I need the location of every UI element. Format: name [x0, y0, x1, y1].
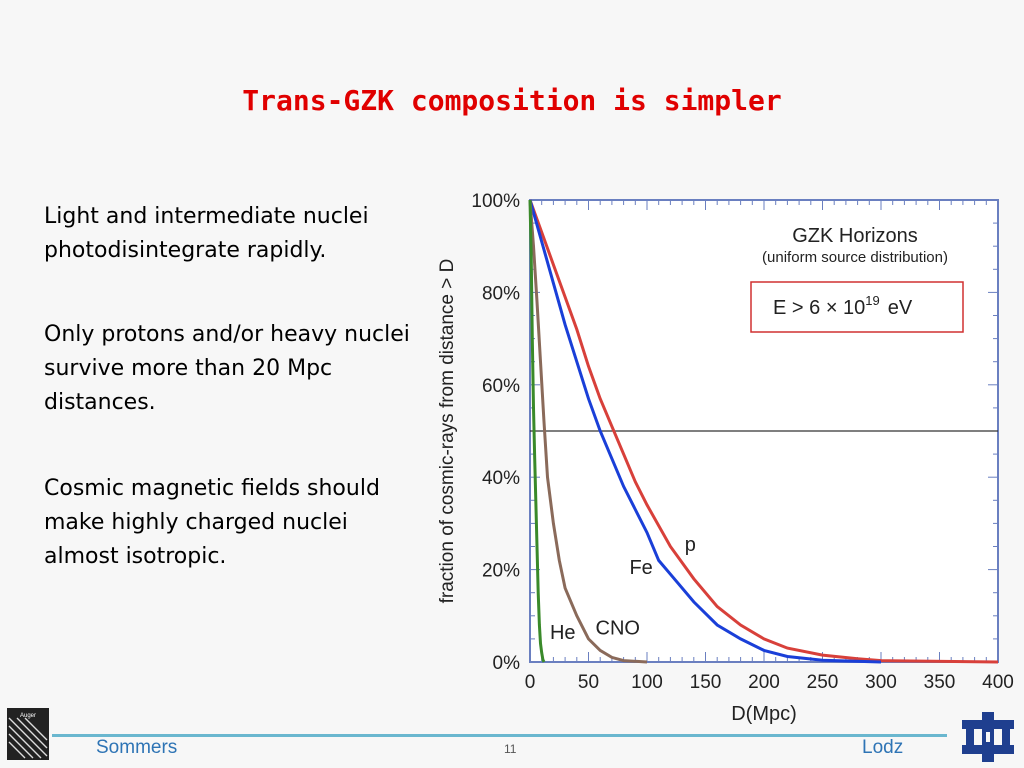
series-label-he: He — [550, 622, 576, 644]
x-tick-label: 200 — [748, 672, 780, 693]
x-tick-label: 150 — [690, 672, 722, 693]
bullet-3: Cosmic magnetic fields should make highl… — [44, 476, 380, 569]
bullet-1: Light and intermediate nuclei photodisin… — [44, 204, 369, 263]
x-tick-label: 350 — [924, 672, 956, 693]
energy-annotation-unit: eV — [888, 297, 913, 319]
energy-annotation-exponent: 19 — [865, 293, 879, 308]
bullet-list: Light and intermediate nuclei photodisin… — [44, 200, 414, 574]
y-tick-label: 100% — [471, 191, 520, 212]
y-tick-labels: 0% 20% 40% 60% 80% 100% — [471, 191, 520, 674]
x-tick-label: 250 — [807, 672, 839, 693]
energy-annotation-box — [750, 281, 964, 333]
gzk-horizons-chart: 0% 20% 40% 60% 80% 100% 0 50 100 150 200 250 300 350… — [437, 191, 1014, 725]
series-line-p — [528, 199, 999, 664]
bullet-2: Only protons and/or heavy nuclei survive… — [44, 322, 410, 415]
series-label-p: p — [685, 534, 696, 556]
series-line-fe — [528, 199, 882, 664]
x-tick-label: 400 — [982, 672, 1014, 693]
x-tick-label: 0 — [525, 672, 536, 693]
auger-logo: Auger — [7, 708, 49, 760]
auger-logo-text: Auger — [20, 713, 36, 719]
chart-title: GZK Horizons — [792, 225, 918, 247]
energy-annotation: E > 6 × 1019 eV — [773, 293, 913, 319]
series-labels: p Fe CNO He — [550, 534, 696, 644]
page-number: 11 — [504, 742, 517, 756]
fermilab-logo — [962, 712, 1014, 762]
y-tick-label: 80% — [482, 283, 520, 304]
energy-annotation-base: E > 6 × 10 — [773, 297, 865, 319]
y-tick-label: 20% — [482, 561, 520, 582]
y-tick-label: 60% — [482, 376, 520, 397]
footer-location: Lodz — [862, 737, 904, 758]
footer-divider — [52, 734, 947, 737]
series-label-fe: Fe — [629, 557, 652, 579]
y-tick-label: 0% — [493, 653, 521, 674]
y-tick-label: 40% — [482, 468, 520, 489]
chart-subtitle: (uniform source distribution) — [762, 249, 948, 266]
x-tick-labels: 0 50 100 150 200 250 300 350 400 — [525, 672, 1014, 693]
x-axis-label: D(Mpc) — [731, 703, 797, 725]
footer-author: Sommers — [96, 737, 178, 758]
series-line-he — [528, 199, 546, 663]
series-lines — [528, 199, 999, 664]
x-tick-label: 50 — [578, 672, 599, 693]
slide-title: Trans-GZK composition is simpler — [242, 84, 782, 117]
series-line-cno — [528, 199, 648, 664]
series-label-cno: CNO — [596, 617, 640, 639]
x-tick-label: 100 — [631, 672, 663, 693]
x-tick-label: 300 — [865, 672, 897, 693]
y-axis-label: fraction of cosmic-rays from distance > … — [437, 259, 458, 604]
